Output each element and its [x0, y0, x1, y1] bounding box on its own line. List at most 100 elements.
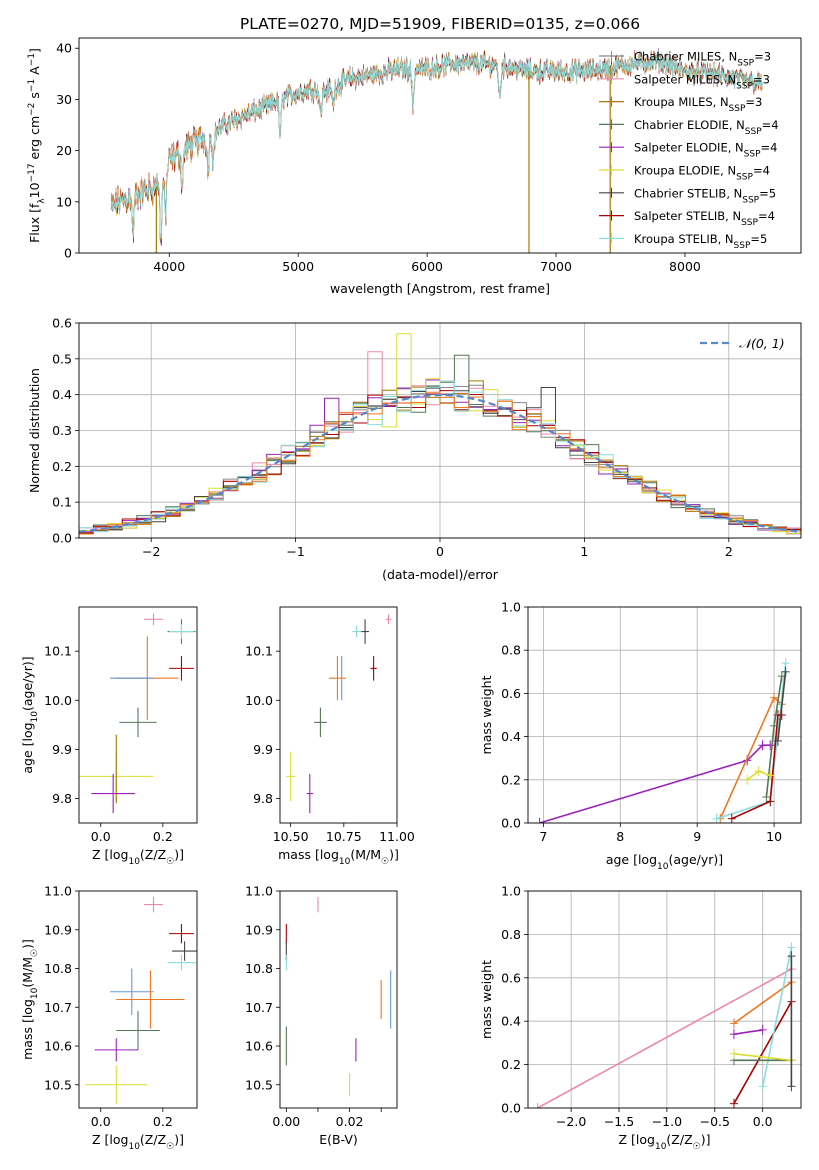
- data: [533, 942, 796, 1108]
- y-axis-label: mass [log10(M/M☉)]: [20, 939, 40, 1060]
- data: [286, 614, 392, 814]
- weight-series: [733, 1053, 792, 1062]
- x-tick-label: 7000: [540, 259, 572, 274]
- legend-entry: Salpeter MILES, NSSP=3: [634, 72, 770, 91]
- y-tick-label: 10.8: [44, 961, 72, 976]
- label-part: SSP: [745, 127, 762, 137]
- label-part: (Z/Z: [140, 847, 166, 862]
- label-part: (Z/Z: [666, 1132, 692, 1147]
- y-axis-label: Normed distribution: [27, 368, 42, 493]
- data-point: [116, 1011, 160, 1050]
- data: [79, 613, 196, 814]
- figure-title: PLATE=0270, MJD=51909, FIBERID=0135, z=0…: [240, 15, 640, 33]
- data: [85, 896, 197, 1105]
- axes-frame: [279, 606, 398, 824]
- x-tick-label: −1: [286, 544, 304, 559]
- y-tick-label: 10.9: [44, 922, 72, 937]
- axes-frame: [527, 890, 802, 1109]
- label-part: SSP: [736, 81, 753, 91]
- label-part: ☉: [166, 857, 174, 867]
- legend-entry: Salpeter ELODIE, NSSP=4: [634, 141, 777, 160]
- label-part: =3: [754, 50, 771, 64]
- y-tick-label: 10.0: [245, 693, 273, 708]
- label-part: =3: [753, 72, 770, 86]
- label-part: Z [log: [619, 1132, 655, 1147]
- y-axis-label: age [log10(age/yr)]: [20, 656, 40, 773]
- label-part: Z [log: [92, 847, 128, 862]
- x-axis-label: Z [log10(Z/Z☉)]: [92, 847, 184, 867]
- data-point: [116, 970, 185, 1029]
- y-tick-label: 0.3: [52, 423, 72, 438]
- x-tick-label: 10.50: [273, 829, 309, 844]
- weight-series: [777, 671, 787, 741]
- legend-entry: Kroupa MILES, NSSP=3: [634, 95, 762, 114]
- x-tick-label: 8: [616, 829, 624, 844]
- y-tick-label: 10.1: [44, 644, 72, 659]
- y-tick-label: 0.8: [501, 927, 521, 942]
- x-tick-label: 4000: [153, 259, 185, 274]
- x-tick-label: 0.02: [336, 1114, 364, 1129]
- x-tick-label: 0.0: [753, 1114, 773, 1129]
- label-part: Salpeter ELODIE, N: [634, 141, 744, 155]
- y-tick-label: 9.8: [253, 791, 273, 806]
- y-tick-label: 10.1: [245, 644, 273, 659]
- x-tick-label: 0.0: [91, 829, 111, 844]
- weight-series: [537, 968, 792, 1108]
- label-part: 10: [30, 987, 40, 999]
- data-point: [352, 625, 361, 638]
- label-part: Chabrier MILES, N: [634, 50, 737, 64]
- label-part: )]: [20, 939, 35, 949]
- y-tick-label: 9.9: [52, 742, 72, 757]
- data-point: [110, 968, 154, 1015]
- weight-series: [719, 696, 783, 820]
- data-point: [119, 707, 157, 738]
- y-tick-label: 10.7: [44, 1000, 72, 1015]
- y-tick-label: 0.0: [52, 531, 72, 546]
- label-part: SSP: [742, 195, 759, 205]
- x-tick-label: 5000: [282, 259, 314, 274]
- x-tick-label: 9: [693, 829, 701, 844]
- label-part: SSP: [729, 104, 746, 114]
- x-tick-label: −2: [142, 544, 160, 559]
- axes-frame: [527, 606, 802, 824]
- label-part: ☉: [30, 949, 40, 957]
- legend-entry: Chabrier STELIB, NSSP=5: [634, 186, 776, 205]
- y-tick-label: 20: [56, 143, 72, 158]
- data-point: [169, 624, 194, 639]
- x-tick-label: 1: [580, 544, 588, 559]
- data-point: [306, 773, 313, 814]
- y-tick-label: 9.8: [52, 791, 72, 806]
- grid: [528, 890, 801, 1109]
- label-part: =5: [759, 186, 776, 200]
- y-tick-label: 10.5: [44, 1077, 72, 1092]
- legend-entry: Chabrier ELODIE, NSSP=4: [634, 118, 779, 137]
- y-axis-label: Flux [fλ10−17 erg cm−2 s−1 A−1]: [27, 48, 47, 243]
- axes-frame: [78, 37, 802, 254]
- legend-entry: Chabrier MILES, NSSP=3: [634, 50, 771, 69]
- label-part: −17: [27, 163, 37, 182]
- label-part: 10: [657, 862, 669, 872]
- x-tick-label: 0: [436, 544, 444, 559]
- x-axis-label: E(B-V): [319, 1132, 358, 1147]
- data-point: [169, 656, 194, 681]
- y-tick-label: 0.8: [501, 643, 521, 658]
- data-point: [167, 954, 196, 971]
- y-tick-label: 0.4: [501, 1014, 521, 1029]
- data: [535, 658, 790, 823]
- x-tick-label: 2: [725, 544, 733, 559]
- y-axis-label: mass weight: [479, 675, 494, 754]
- label-part: )]: [174, 1132, 184, 1147]
- y-tick-label: 30: [56, 92, 72, 107]
- label-part: ☉: [693, 1142, 701, 1152]
- label-part: mass [log: [20, 999, 35, 1060]
- y-tick-label: 40: [56, 41, 72, 56]
- label-part: SSP: [734, 241, 751, 251]
- x-axis-label: age [log10(age/yr)]: [606, 852, 723, 872]
- label-part: −1: [27, 53, 37, 66]
- plots: 4000 5000 6000 7000 8000010203040wavelength …: [20, 37, 802, 1152]
- y-tick-label: 0.0: [501, 1101, 521, 1116]
- x-tick-label: 11.00: [379, 829, 415, 844]
- x-axis-label: Z [log10(Z/Z☉)]: [619, 1132, 711, 1152]
- label-part: =3: [745, 95, 762, 109]
